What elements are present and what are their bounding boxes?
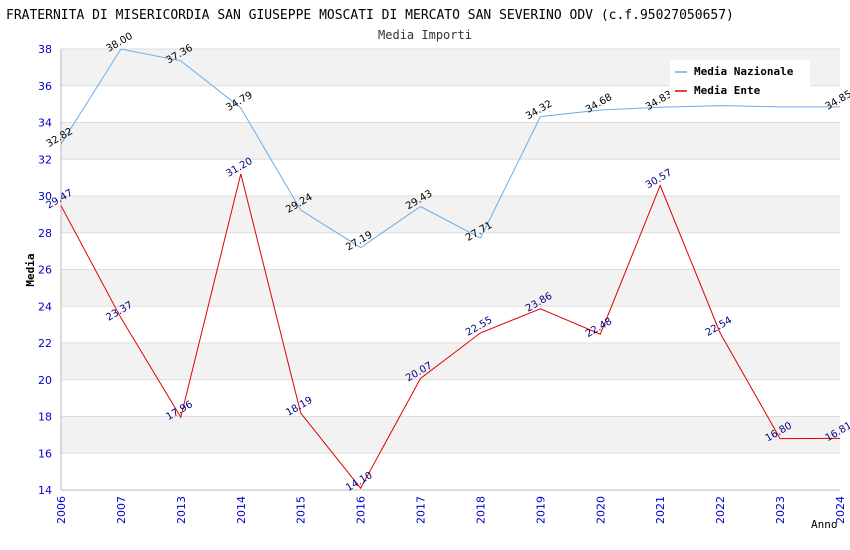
y-tick-label: 36 <box>38 80 52 93</box>
chart-subtitle: Media Importi <box>378 28 472 42</box>
plot-band <box>61 122 840 160</box>
x-tick-label: 2022 <box>714 496 727 524</box>
x-tick-label: 2007 <box>115 496 128 524</box>
y-tick-label: 26 <box>38 264 52 277</box>
x-tick-label: 2021 <box>654 496 667 524</box>
legend-label-media-nazionale: Media Nazionale <box>694 65 794 78</box>
y-tick-label: 32 <box>38 153 52 166</box>
plot-band <box>61 196 840 233</box>
plot-band <box>61 343 840 380</box>
series-line-media-ente <box>60 173 841 490</box>
y-tick-label: 38 <box>38 43 52 56</box>
gridlines <box>60 48 840 491</box>
legend-label-media-ente: Media Ente <box>694 84 761 97</box>
x-axis-ticks: 2006 2007 2013 2014 2015 2016 2017 2018 2019 2020… <box>55 496 847 524</box>
y-tick-label: 14 <box>38 484 52 497</box>
x-tick-label: 2014 <box>235 496 248 524</box>
x-tick-label: 2017 <box>415 496 428 524</box>
x-tick-label: 2006 <box>55 496 68 524</box>
plot-band <box>61 269 840 307</box>
series-line-media-nazionale <box>60 48 840 249</box>
y-axis-ticks: 14 16 18 20 22 24 26 28 30 32 34 36 38 <box>38 43 52 497</box>
y-tick-label: 34 <box>38 117 52 130</box>
y-tick-label: 28 <box>38 227 52 240</box>
x-tick-label: 2024 <box>834 496 847 524</box>
x-tick-label: 2023 <box>774 496 787 524</box>
series-lines <box>60 48 841 490</box>
chart-title: FRATERNITA DI MISERICORDIA SAN GIUSEPPE … <box>6 8 734 23</box>
x-tick-label: 2020 <box>594 496 607 524</box>
x-tick-label: 2016 <box>355 496 368 524</box>
y-axis-label: Media <box>24 253 37 286</box>
legend: Media Nazionale Media Ente <box>670 60 810 100</box>
x-tick-label: 2013 <box>175 496 188 524</box>
y-tick-label: 16 <box>38 447 52 460</box>
y-tick-label: 18 <box>38 411 52 424</box>
y-tick-label: 22 <box>38 337 52 350</box>
plot-band <box>61 416 840 454</box>
x-axis-label: Anno <box>811 518 838 531</box>
y-tick-label: 24 <box>38 300 52 313</box>
x-tick-label: 2018 <box>474 496 487 524</box>
legend-box <box>670 60 810 100</box>
y-tick-label: 20 <box>38 374 52 387</box>
y-tick-label: 30 <box>38 190 52 203</box>
x-tick-label: 2019 <box>534 496 547 524</box>
x-tick-label: 2015 <box>295 496 308 524</box>
